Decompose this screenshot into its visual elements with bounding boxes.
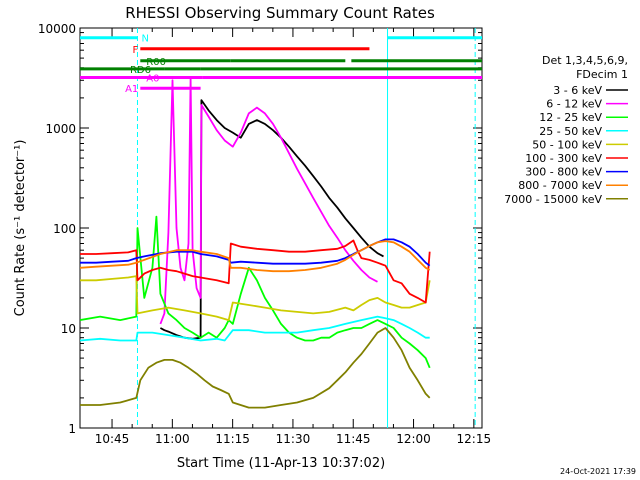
legend-entry-label: 300 - 800 keV [525, 166, 602, 179]
legend-entry-label: 6 - 12 keV [546, 98, 602, 111]
state-bar-label: RD6 [130, 65, 151, 76]
state-bar-label: A0 [146, 73, 159, 84]
y-tick-label: 100 [53, 222, 76, 236]
x-tick-label: 12:00 [396, 432, 431, 446]
series-line [80, 215, 431, 369]
legend-entry-label: 3 - 6 keV [553, 84, 602, 97]
y-tick-label: 1000 [45, 122, 76, 136]
legend-header-line: Det 1,3,4,5,6,9, [542, 54, 628, 67]
plot-area: 1 10 100 1000 10000 10:45 11:00 11:15 11:30 11:45… [38, 22, 491, 446]
footer-timestamp: 24-Oct-2021 17:39 [560, 467, 636, 476]
series-line [80, 315, 430, 342]
x-tick-label: 12:15 [457, 432, 492, 446]
series-line [159, 76, 378, 325]
x-tick-label: 11:30 [276, 432, 311, 446]
legend-entry-label: 7000 - 15000 keV [504, 193, 602, 206]
x-axis-label: Start Time (11-Apr-13 10:37:02) [177, 456, 385, 471]
x-tick-label: 11:00 [155, 432, 190, 446]
legend-entry-label: 800 - 7000 keV [518, 179, 602, 192]
series-line [80, 275, 431, 321]
y-tick-label: 1 [68, 422, 76, 436]
y-axis-ticks: 1 10 100 1000 10000 [38, 22, 482, 436]
x-tick-label: 10:45 [95, 432, 130, 446]
state-bar-label: R00 [146, 57, 166, 68]
x-tick-label: 11:45 [336, 432, 371, 446]
legend-entry-label: 12 - 25 keV [539, 111, 602, 124]
series-line [80, 238, 431, 267]
state-bar-label: F [133, 45, 139, 56]
series-line [80, 240, 431, 273]
series-line [80, 327, 431, 409]
x-axis-ticks: 10:45 11:00 11:15 11:30 11:45 12:00 12:15 [95, 28, 491, 446]
x-tick-label: 11:15 [215, 432, 250, 446]
state-bar-label: A1 [125, 84, 138, 95]
y-tick-label: 10000 [38, 22, 76, 36]
legend-entry-label: 25 - 50 keV [539, 125, 602, 138]
legend-entry-label: 50 - 100 keV [532, 138, 602, 151]
chart-title: RHESSI Observing Summary Count Rates [125, 4, 435, 22]
y-axis-label: Count Rate (s⁻¹ detector⁻¹) [13, 140, 28, 317]
y-tick-label: 10 [61, 322, 76, 336]
legend-header-line: FDecim 1 [576, 68, 628, 81]
state-bar-label: N [141, 34, 148, 45]
series-line [159, 99, 384, 340]
legend-entry-label: 100 - 300 keV [525, 152, 602, 165]
series-line [80, 239, 431, 304]
